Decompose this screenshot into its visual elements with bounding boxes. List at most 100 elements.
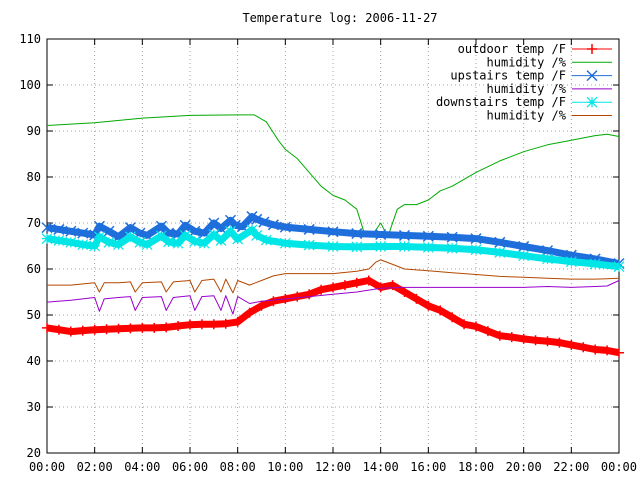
x-marker [518, 240, 530, 252]
star-marker [565, 256, 577, 268]
x-tick-label: 18:00 [458, 460, 494, 474]
x-marker [398, 229, 411, 241]
plus-marker [149, 322, 160, 333]
series-0 [42, 275, 624, 358]
plus-marker [244, 307, 255, 318]
plus-marker [113, 323, 124, 334]
star-marker [103, 236, 115, 248]
star-marker [225, 225, 236, 237]
x-marker [494, 236, 506, 248]
x-tick-label: 02:00 [77, 460, 113, 474]
star-marker [351, 241, 363, 253]
star-marker [613, 261, 625, 273]
x-marker [77, 227, 89, 239]
star-marker [189, 235, 201, 247]
plus-marker [459, 319, 470, 330]
x-marker [279, 221, 291, 233]
legend-label: humidity /% [487, 109, 567, 123]
plus-marker [161, 322, 172, 333]
x-marker [258, 216, 270, 228]
star-marker [172, 237, 184, 249]
plus-marker [471, 321, 481, 332]
series-3 [46, 280, 620, 315]
plot-border [46, 38, 620, 454]
star-marker [303, 239, 315, 251]
plus-marker [351, 277, 362, 288]
plus-marker [587, 44, 597, 54]
plus-marker [399, 287, 410, 297]
x-marker [65, 225, 77, 237]
plus-marker [375, 282, 386, 293]
x-tick-label: 04:00 [124, 460, 160, 474]
x-marker [41, 222, 53, 234]
x-marker [208, 217, 220, 229]
x-marker [215, 222, 227, 235]
axes: 20 30 40 50 60 70 80 90 100 110 00:00 02:00 04:00 06:… [19, 32, 637, 474]
star-marker [246, 224, 258, 236]
x-marker [470, 233, 482, 245]
x-tick-label: 00:00 [601, 460, 637, 474]
x-tick-label: 10:00 [267, 460, 303, 474]
x-marker [351, 228, 363, 240]
x-marker [586, 70, 598, 82]
x-marker [189, 225, 201, 237]
plus-marker [89, 324, 100, 335]
x-marker [53, 223, 65, 235]
x-tick-label: 20:00 [506, 460, 542, 474]
star-marker [208, 229, 220, 240]
plus-marker [173, 321, 184, 332]
y-tick-label: 110 [19, 32, 41, 46]
plus-marker [196, 319, 207, 330]
legend-label: outdoor temp /F [458, 42, 566, 56]
x-marker [446, 231, 458, 243]
y-tick-label: 40 [27, 354, 41, 368]
star-marker [77, 239, 89, 251]
plus-marker [614, 347, 624, 358]
plus-marker [268, 296, 279, 307]
plus-marker [387, 280, 398, 291]
legend-label: upstairs temp /F [450, 69, 566, 83]
chart-title: Temperature log: 2006-11-27 [242, 11, 437, 25]
plus-marker [590, 344, 601, 355]
plus-marker [42, 322, 52, 333]
x-marker [541, 245, 554, 257]
star-marker [542, 253, 553, 265]
plus-marker [220, 318, 231, 329]
plus-marker [125, 323, 136, 334]
x-marker [375, 228, 387, 241]
star-marker [422, 241, 434, 253]
star-marker [124, 231, 136, 243]
x-marker [103, 225, 115, 237]
plus-marker [208, 319, 219, 330]
star-marker [260, 234, 272, 246]
star-marker [53, 235, 65, 246]
y-tick-label: 60 [27, 262, 41, 276]
star-marker [327, 241, 339, 252]
star-marker [198, 237, 210, 249]
x-tick-label: 12:00 [315, 460, 351, 474]
star-marker [215, 235, 227, 246]
y-tick-label: 50 [27, 308, 41, 322]
plus-marker [578, 342, 589, 353]
y-tick-label: 80 [27, 170, 41, 184]
plus-marker [566, 339, 577, 350]
star-marker [589, 258, 601, 270]
star-marker [470, 244, 482, 256]
plus-marker [506, 332, 517, 343]
star-marker [494, 247, 506, 258]
x-marker [303, 223, 315, 235]
plus-marker [77, 325, 88, 336]
series-line [47, 259, 620, 294]
plus-marker [137, 322, 148, 333]
star-marker [41, 233, 53, 245]
y-tick-label: 30 [27, 400, 41, 414]
x-marker [267, 219, 279, 231]
star-marker [446, 242, 458, 254]
y-tick-label: 20 [27, 446, 41, 460]
plus-marker [554, 337, 565, 348]
plus-marker [518, 333, 529, 344]
star-marker [141, 239, 153, 251]
plus-marker [494, 330, 505, 341]
series-4 [41, 224, 625, 273]
